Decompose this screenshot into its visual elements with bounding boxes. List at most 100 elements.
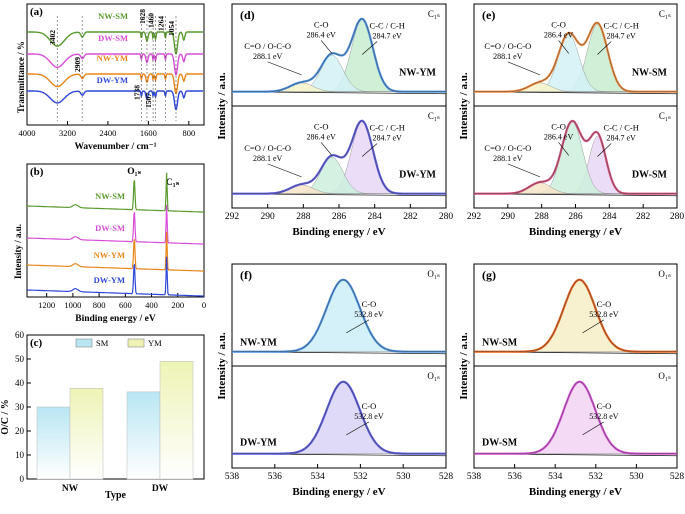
panel-a-y-label: Transmittance / %	[16, 41, 26, 113]
panel-e-peak-pointer	[597, 143, 612, 157]
panel-f-sample-label-nw-ym: NW-YM	[240, 338, 277, 349]
panel-a-series-label-dw-ym: DW-YM	[97, 75, 128, 85]
panel-a-series-label-dw-sm: DW-SM	[98, 33, 128, 43]
panel-e-tag: (e)	[482, 8, 495, 22]
panel-a-peak-label: 1460	[146, 13, 155, 28]
panel-e-x-tick-label: 284	[602, 212, 617, 222]
panel-a-peak-label: 2909	[73, 57, 82, 72]
panel-c-bar-nw-ym	[69, 388, 104, 480]
panel-g-element-label: O₁ₛ	[658, 269, 671, 279]
panel-g-peak-pointer	[582, 319, 605, 334]
panel-d-x-label: Binding energy / eV	[292, 226, 385, 238]
panel-c-y-tick-label: 10	[15, 450, 25, 460]
panel-d-peak-pointer	[361, 143, 378, 157]
panel-d-peak-pointer	[320, 142, 333, 156]
panel-d-x-tick-label: 280	[439, 212, 454, 222]
panel-c-legend-label-ym: YM	[148, 338, 162, 348]
panel-c-bar-nw-sm	[36, 406, 71, 480]
panel-e-peak-pointer	[507, 163, 541, 178]
panel-d-peak-pointer	[361, 41, 378, 55]
panel-b-series-label-nw-sm: NW-SM	[95, 191, 125, 201]
panel-c-y-tick-label: 20	[15, 426, 25, 436]
panel-g-x-tick-label: 536	[507, 472, 522, 482]
panel-f-x-label: Binding energy / eV	[292, 486, 385, 498]
panel-d-peak-label-c-c-c-h: C-C / C-H	[369, 20, 404, 30]
panel-a-x-tick-label: 3200	[59, 128, 76, 138]
panel-f-fit-envelope	[232, 381, 446, 454]
panel-b-series-line-dw-ym	[27, 256, 204, 297]
panel-a-x-tick-label: 1600	[140, 128, 157, 138]
panel-e-peak-pointer	[558, 40, 569, 54]
panel-c-y-tick-label: 30	[15, 402, 25, 412]
panel-e-x-tick-label: 280	[670, 212, 685, 222]
panel-c-y-tick-label: 60	[15, 330, 25, 340]
panel-c-bar-dw-sm	[126, 391, 161, 480]
panel-e-peak-label-c-o: C-O	[551, 19, 566, 29]
panel-d-x-tick-label: 288	[296, 212, 311, 222]
panel-f-fit-envelope	[232, 279, 446, 352]
panel-f-x-tick-label: 538	[225, 472, 240, 482]
panel-g-y-label: Intensity / a.u.	[458, 332, 470, 399]
panel-d-peak-value: 288.1 eV	[253, 154, 283, 163]
panel-g-peak-label-c-o: C-O	[597, 299, 612, 309]
panel-e-y-label: Intensity / a.u.	[458, 72, 470, 139]
panel-a-x-tick-label: 800	[182, 128, 195, 138]
panel-a-peak-label: 1628	[138, 9, 147, 24]
panel-f-tag: (f)	[240, 268, 252, 282]
panel-d-peak-pointer	[320, 40, 333, 54]
panel-d-tag: (d)	[240, 8, 255, 22]
panel-a-series-line-dw-ym	[27, 90, 203, 111]
panel-e-peak-value: 286.4 eV	[544, 30, 574, 39]
panel-f-peak-value: 532.8 eV	[354, 310, 384, 319]
panel-d-x-tick-label: 290	[261, 212, 276, 222]
panel-d-peak-value: 284.7 eV	[372, 31, 402, 40]
panel-g-tag: (g)	[482, 268, 496, 282]
panel-e-peak-label-c-o-o-c-o: C=O / O-C-O	[484, 41, 531, 51]
panel-d-peak-label-c-o-o-c-o: C=O / O-C-O	[244, 41, 291, 51]
panel-g-peak-value: 532.8 eV	[589, 310, 619, 319]
panel-a-x-tick-label: 2400	[99, 128, 116, 138]
panel-d-fit-envelope	[232, 120, 446, 194]
panel-g-peak-label-c-o: C-O	[597, 401, 612, 411]
panel-d-peak-value: 286.4 eV	[307, 132, 337, 141]
panel-e-peak-label-c-o-o-c-o: C=O / O-C-O	[484, 143, 531, 153]
panel-a-peak-label: 1264	[156, 16, 165, 31]
panel-e-peak-pointer	[507, 61, 541, 76]
panel-b-series-line-nw-ym	[27, 231, 204, 272]
panel-d-x-tick-label: 292	[225, 212, 240, 222]
panel-e-peak-label-c-c-c-h: C-C / C-H	[603, 122, 638, 132]
panel-e-peak-label-c-o: C-O	[551, 121, 566, 131]
panel-g-sample-label-nw-sm: NW-SM	[482, 338, 518, 349]
panel-b-frame	[26, 163, 205, 298]
panel-d-peak-value: 286.4 eV	[307, 30, 337, 39]
panel-c-y-tick-label: 40	[15, 378, 25, 388]
panel-a-peak-label: 1054	[167, 21, 176, 36]
panel-c-legend-swatch-ym	[127, 338, 145, 348]
panel-e-peak-value: 284.7 eV	[607, 31, 637, 40]
panel-b-x-tick-label: 400	[145, 300, 158, 310]
panel-a-series-label-nw-sm: NW-SM	[98, 11, 128, 21]
panel-e-element-label: C₁ₛ	[659, 111, 671, 121]
panel-e-fit-envelope	[474, 120, 677, 194]
panel-f-y-label: Intensity / a.u.	[216, 332, 228, 399]
panel-c-bar-dw-ym	[159, 361, 194, 480]
panel-g-fit-envelope	[474, 381, 677, 454]
panel-d-sample-label-nw-ym: NW-YM	[399, 67, 436, 78]
panel-g-peak-value: 532.8 eV	[589, 412, 619, 421]
panel-c-x-tick-label-nw: NW	[62, 484, 79, 494]
panel-d-peak-pointer	[267, 61, 302, 76]
panel-e-x-label: Binding energy / eV	[529, 226, 622, 238]
panel-b-tag: (b)	[30, 166, 44, 178]
panel-e-sample-label-nw-sm: NW-SM	[632, 67, 668, 78]
panel-g-sample-label-dw-sm: DW-SM	[482, 438, 518, 449]
panel-g-element-label: O₁ₛ	[658, 371, 671, 381]
panel-d-x-tick-label: 284	[368, 212, 383, 222]
panel-d-x-tick-label: 286	[332, 212, 347, 222]
panel-e-peak-pointer	[558, 142, 569, 156]
panel-f-sample-label-dw-ym: DW-YM	[240, 438, 277, 449]
panel-d-peak-value: 284.7 eV	[372, 133, 402, 142]
panel-d-fit-envelope	[232, 18, 446, 92]
panel-d-peak-value: 288.1 eV	[253, 52, 283, 61]
panel-a-peak-label: 1738	[132, 85, 141, 100]
panel-e-peak-value: 288.1 eV	[493, 52, 523, 61]
